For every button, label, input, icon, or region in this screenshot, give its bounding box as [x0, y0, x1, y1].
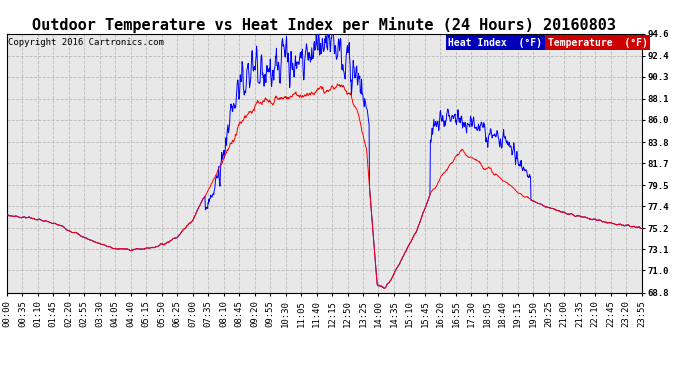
Title: Outdoor Temperature vs Heat Index per Minute (24 Hours) 20160803: Outdoor Temperature vs Heat Index per Mi… — [32, 16, 616, 33]
Text: Copyright 2016 Cartronics.com: Copyright 2016 Cartronics.com — [8, 38, 164, 46]
Text: Heat Index  (°F): Heat Index (°F) — [448, 38, 542, 48]
Text: Temperature  (°F): Temperature (°F) — [548, 38, 648, 48]
